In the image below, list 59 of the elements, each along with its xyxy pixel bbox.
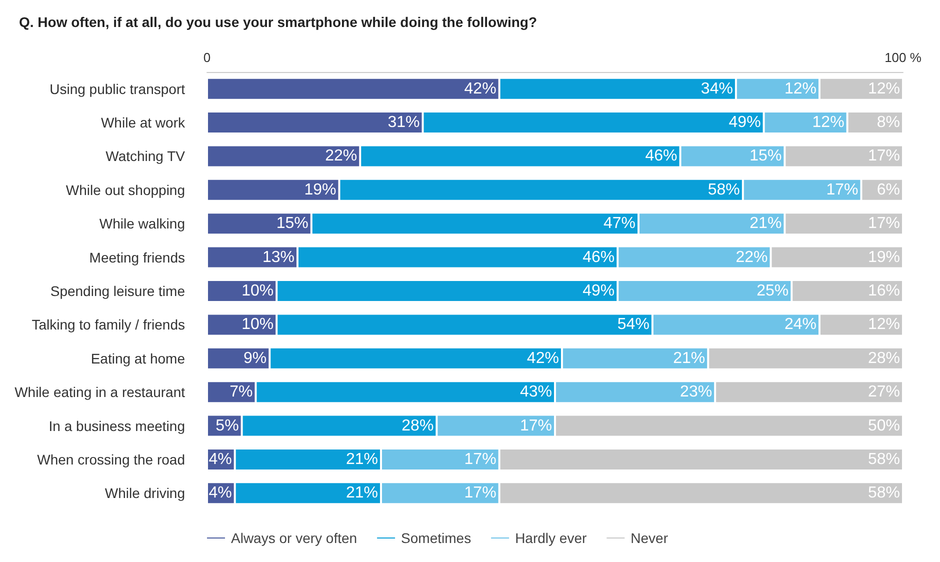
data-label: 4% — [208, 450, 232, 468]
data-label: 49% — [582, 282, 615, 300]
data-label: 17% — [464, 450, 496, 468]
data-label: 10% — [242, 282, 274, 300]
y-tick-label: While walking — [99, 216, 185, 232]
data-label: 42% — [526, 350, 559, 367]
data-label: 42% — [464, 80, 496, 98]
data-label: 58% — [708, 181, 740, 198]
y-tick-label: Talking to family / friends — [32, 316, 185, 333]
data-label: 10% — [242, 316, 274, 334]
y-tick-label: When crossing the road — [37, 451, 185, 468]
data-label: 23% — [680, 384, 712, 401]
chart-title: Q. How often, if at all, do you use your smartphone while doing the following? — [19, 14, 538, 30]
data-label: 17% — [826, 181, 858, 198]
data-label: 25% — [756, 282, 789, 300]
data-label: 24% — [784, 316, 816, 334]
data-label: 12% — [784, 80, 816, 98]
x-tick-label: 0 — [203, 50, 211, 65]
data-label: 5% — [216, 417, 239, 434]
y-tick-label: While driving — [104, 485, 185, 502]
data-label: 43% — [520, 384, 552, 401]
y-tick-label: Using public transport — [50, 80, 186, 97]
data-label: 47% — [603, 215, 636, 232]
data-label: 22% — [325, 148, 358, 165]
data-label: 4% — [208, 484, 232, 502]
data-label: 17% — [464, 484, 496, 502]
y-tick-label: While out shopping — [66, 182, 185, 198]
data-label: 9% — [244, 350, 267, 367]
data-label: 28% — [402, 417, 434, 434]
data-label: 54% — [617, 316, 650, 334]
data-label: 19% — [304, 181, 336, 198]
y-tick-label: Eating at home — [90, 350, 186, 366]
y-tick-label: Spending leisure time — [50, 283, 186, 299]
data-label: 15% — [276, 215, 308, 232]
data-label: 46% — [645, 148, 678, 165]
y-tick-label: Meeting friends — [89, 249, 185, 266]
legend-label: Never — [630, 530, 668, 546]
y-tick-label: Watching TV — [106, 148, 186, 164]
data-label: 12% — [812, 114, 844, 132]
data-label: 46% — [582, 248, 615, 266]
data-label: 17% — [520, 417, 552, 434]
data-label: 34% — [700, 80, 733, 98]
y-tick-label: In a business meeting — [48, 418, 185, 434]
y-tick-label: While at work — [100, 114, 186, 131]
data-label: 31% — [388, 114, 420, 132]
legend-label: Always or very often — [231, 530, 358, 546]
data-label: 21% — [346, 450, 378, 468]
data-label: 13% — [262, 248, 294, 266]
legend-label: Sometimes — [401, 530, 472, 546]
x-tick-label: 100 % — [884, 50, 922, 65]
legend-label: Hardly ever — [515, 530, 587, 546]
data-label: 49% — [728, 114, 761, 132]
y-tick-label: While eating in a restaurant — [14, 384, 186, 400]
data-label: 21% — [750, 215, 782, 232]
data-label: 7% — [230, 384, 253, 401]
data-label: 22% — [736, 248, 768, 266]
data-label: 21% — [673, 350, 706, 367]
data-label: 21% — [346, 484, 378, 502]
data-label: 15% — [750, 148, 782, 165]
